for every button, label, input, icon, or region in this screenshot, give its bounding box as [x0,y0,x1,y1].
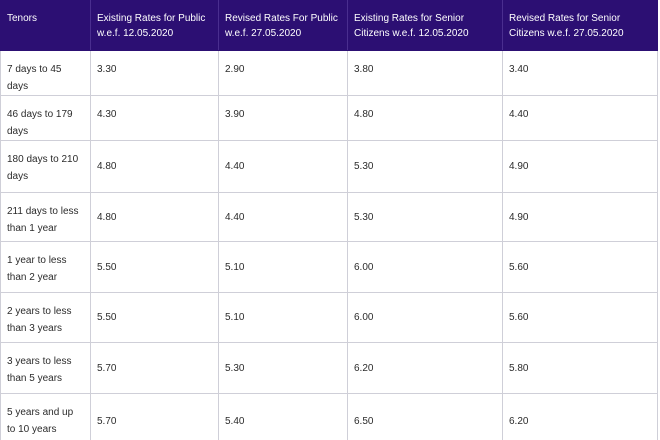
rate-cell: 5.60 [502,292,658,343]
rate-cell: 5.10 [218,241,348,293]
rate-cell: 6.20 [502,393,658,440]
rate-cell: 5.80 [502,342,658,394]
rate-cell: 4.80 [347,95,503,141]
rate-cell: 5.70 [90,393,219,440]
rate-cell: 4.90 [502,192,658,242]
rate-cell: 6.20 [347,342,503,394]
rate-cell: 5.40 [218,393,348,440]
rate-cell: 5.30 [347,140,503,193]
header-existing-public: Existing Rates for Public w.e.f. 12.05.2… [90,0,219,51]
rate-cell: 4.80 [90,192,219,242]
header-revised-senior: Revised Rates for Senior Citizens w.e.f.… [502,0,658,51]
rate-cell: 5.50 [90,292,219,343]
rate-cell: 6.50 [347,393,503,440]
table-row: 211 days to less than 1 year 4.80 4.40 5… [0,192,658,242]
rate-cell: 3.30 [90,50,219,96]
rate-cell: 5.50 [90,241,219,293]
table-row: 1 year to less than 2 year 5.50 5.10 6.0… [0,241,658,293]
tenor-cell: 2 years to less than 3 years [0,292,91,343]
rate-cell: 5.70 [90,342,219,394]
table-row: 7 days to 45 days 3.30 2.90 3.80 3.40 [0,50,658,96]
rate-cell: 4.80 [90,140,219,193]
tenor-cell: 7 days to 45 days [0,50,91,96]
rate-cell: 3.40 [502,50,658,96]
tenor-cell: 3 years to less than 5 years [0,342,91,394]
table-row: 46 days to 179 days 4.30 3.90 4.80 4.40 [0,95,658,141]
tenor-cell: 46 days to 179 days [0,95,91,141]
tenor-cell: 1 year to less than 2 year [0,241,91,293]
rate-cell: 5.30 [347,192,503,242]
rate-cell: 5.30 [218,342,348,394]
rate-cell: 3.90 [218,95,348,141]
header-tenors: Tenors [0,0,91,51]
rate-cell: 4.30 [90,95,219,141]
table-row: 3 years to less than 5 years 5.70 5.30 6… [0,342,658,394]
rate-cell: 4.40 [218,140,348,193]
rate-cell: 4.40 [218,192,348,242]
tenor-cell: 211 days to less than 1 year [0,192,91,242]
rate-cell: 5.60 [502,241,658,293]
rate-cell: 4.40 [502,95,658,141]
table-row: 2 years to less than 3 years 5.50 5.10 6… [0,292,658,343]
rate-cell: 5.10 [218,292,348,343]
table-row: 5 years and up to 10 years 5.70 5.40 6.5… [0,393,658,440]
table-row: 180 days to 210 days 4.80 4.40 5.30 4.90 [0,140,658,193]
rate-cell: 4.90 [502,140,658,193]
tenor-cell: 180 days to 210 days [0,140,91,193]
rate-cell: 2.90 [218,50,348,96]
header-existing-senior: Existing Rates for Senior Citizens w.e.f… [347,0,503,51]
rate-cell: 6.00 [347,292,503,343]
tenor-cell: 5 years and up to 10 years [0,393,91,440]
table-header-row: Tenors Existing Rates for Public w.e.f. … [0,0,658,51]
header-revised-public: Revised Rates For Public w.e.f. 27.05.20… [218,0,348,51]
rate-cell: 3.80 [347,50,503,96]
rate-cell: 6.00 [347,241,503,293]
